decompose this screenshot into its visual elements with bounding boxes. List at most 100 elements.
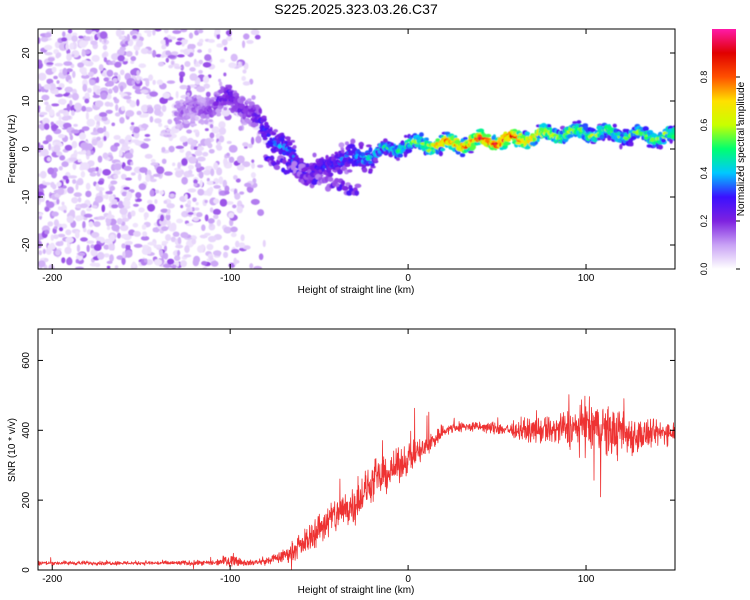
heatmap-cell	[158, 62, 165, 67]
heatmap-cell	[175, 261, 180, 267]
heatmap-cell	[58, 166, 63, 171]
heatmap-cell	[129, 100, 136, 108]
heatmap-cell	[63, 61, 73, 66]
heatmap-cell	[176, 123, 181, 129]
heatmap-cell	[90, 150, 94, 155]
heatmap-cell	[444, 131, 451, 135]
heatmap-cell	[69, 209, 76, 217]
heatmap-cell	[170, 222, 177, 231]
heatmap-cell	[172, 231, 180, 237]
heatmap-cell	[106, 226, 111, 231]
heatmap-cell	[213, 214, 219, 220]
heatmap-cell	[68, 157, 78, 162]
snr-y-tick-label: 0	[21, 567, 32, 573]
heatmap-cell	[69, 134, 74, 141]
heatmap-cell	[207, 74, 212, 79]
heatmap-cell	[481, 133, 487, 139]
snr-x-tick-label: -100	[220, 574, 240, 585]
heatmap-cell	[279, 134, 286, 139]
heatmap-cell	[287, 141, 293, 146]
spectrogram-x-tick-label: 0	[405, 273, 411, 284]
heatmap-cell	[202, 75, 210, 84]
heatmap-cell	[261, 115, 267, 119]
heatmap-cell	[187, 211, 194, 215]
heatmap-cell	[123, 95, 132, 100]
heatmap-cell	[47, 57, 55, 62]
heatmap-cell	[71, 197, 79, 204]
heatmap-cell	[191, 238, 197, 245]
heatmap-cell	[50, 234, 55, 241]
heatmap-cell	[212, 208, 221, 216]
heatmap-cell	[71, 54, 75, 58]
heatmap-cell	[130, 210, 136, 217]
heatmap-cell	[119, 85, 124, 92]
heatmap-cell	[61, 201, 65, 206]
heatmap-cell	[96, 140, 104, 149]
heatmap-cell	[197, 156, 206, 162]
heatmap-cell	[158, 249, 164, 257]
heatmap-cell	[210, 260, 219, 267]
heatmap-cell	[148, 74, 154, 81]
heatmap-cell	[209, 123, 214, 129]
heatmap-cell	[223, 72, 227, 77]
heatmap-cell	[69, 42, 74, 50]
heatmap-cell	[107, 175, 111, 179]
heatmap-cell	[85, 182, 91, 191]
spectrogram-y-tick-label: -20	[21, 237, 32, 252]
heatmap-cell	[205, 97, 211, 102]
spectrogram-x-tick-label: -200	[42, 273, 62, 284]
heatmap-cell	[106, 69, 114, 77]
heatmap-cell	[56, 151, 63, 157]
heatmap-cell	[116, 232, 121, 239]
heatmap-cell	[64, 246, 72, 255]
heatmap-cell	[216, 141, 222, 146]
heatmap-cell	[383, 138, 388, 143]
heatmap-cell	[120, 233, 130, 239]
heatmap-cell	[103, 57, 108, 63]
heatmap-cell	[218, 176, 224, 185]
heatmap-cell	[286, 146, 292, 150]
heatmap-cell	[130, 60, 135, 64]
heatmap-cell	[197, 146, 205, 151]
heatmap-cell	[77, 197, 82, 203]
heatmap-cell	[112, 60, 116, 64]
heatmap-cell	[454, 139, 461, 145]
heatmap-cell	[44, 229, 50, 235]
heatmap-cell	[159, 214, 165, 222]
heatmap-cell	[196, 86, 206, 93]
heatmap-cell	[405, 148, 413, 154]
heatmap-cell	[251, 95, 256, 100]
heatmap-cell	[119, 207, 128, 215]
heatmap-cell	[73, 102, 82, 111]
heatmap-cell	[204, 232, 211, 236]
heatmap-cell	[71, 92, 79, 101]
heatmap-cell	[179, 84, 188, 90]
heatmap-cell	[491, 135, 497, 141]
heatmap-cell	[368, 168, 373, 173]
heatmap-cell	[143, 212, 149, 219]
heatmap-cell	[76, 179, 84, 186]
heatmap-cell	[118, 149, 123, 157]
heatmap-cell	[572, 121, 578, 124]
heatmap-cell	[189, 113, 196, 119]
heatmap-cell	[163, 132, 171, 136]
heatmap-cell	[240, 234, 245, 242]
heatmap-cell	[184, 61, 191, 67]
heatmap-cell	[50, 181, 55, 188]
heatmap-cell	[122, 146, 131, 150]
heatmap-cell	[179, 148, 185, 153]
heatmap-cell	[141, 244, 150, 250]
heatmap-cell	[120, 69, 125, 76]
heatmap-cell	[192, 258, 199, 267]
heatmap-cell	[154, 29, 162, 32]
heatmap-cell	[38, 142, 41, 149]
heatmap-cell	[223, 157, 228, 166]
heatmap-cell	[205, 91, 211, 98]
heatmap-cell	[74, 230, 80, 239]
heatmap-cell	[273, 129, 279, 133]
heatmap-cell	[194, 150, 203, 157]
heatmap-cell	[131, 261, 136, 268]
heatmap-cell	[237, 107, 242, 114]
heatmap-cell	[207, 235, 217, 243]
heatmap-cell	[206, 243, 214, 251]
